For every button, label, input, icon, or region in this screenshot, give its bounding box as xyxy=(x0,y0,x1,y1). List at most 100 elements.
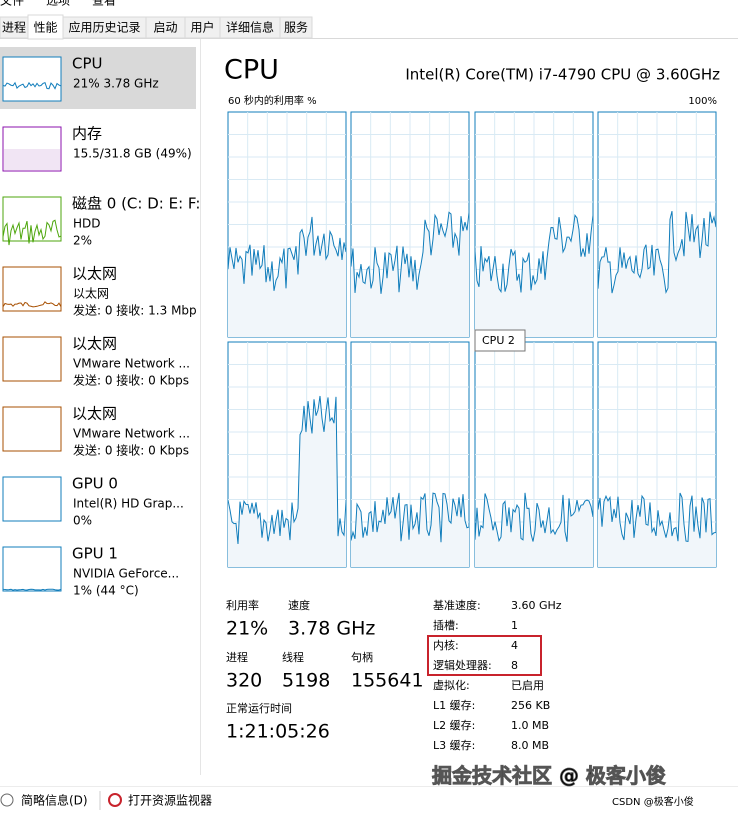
sidebar-detail[interactable]: 2% xyxy=(73,234,92,248)
detail-label: 基准速度: xyxy=(433,598,481,612)
sidebar-detail[interactable]: VMware Network ... xyxy=(73,427,190,441)
stat-value: 3.78 GHz xyxy=(288,618,375,640)
highlight-box xyxy=(427,635,542,676)
sidebar-detail[interactable]: 发送: 0 接收: 0 Kbps xyxy=(73,443,189,458)
thumbnail[interactable] xyxy=(2,266,62,312)
thumbnail-line xyxy=(2,301,62,308)
cpu-graph-line xyxy=(227,395,347,544)
tab-label[interactable]: 应用历史记录 xyxy=(68,20,140,35)
menu-item[interactable]: 文件 xyxy=(0,0,24,8)
tab-label[interactable]: 性能 xyxy=(33,21,57,35)
detail-label: L3 缓存: xyxy=(433,738,475,752)
sidebar-name[interactable]: 磁盘 0 (C: D: E: F: xyxy=(72,195,200,213)
thumbnail-line xyxy=(2,588,62,591)
less-icon[interactable] xyxy=(0,793,14,807)
detail-value: 8.0 MB xyxy=(511,739,549,752)
detail-value: 8 xyxy=(511,659,518,672)
sidebar-detail[interactable]: Intel(R) HD Grap... xyxy=(73,497,184,511)
stat-value: 1:21:05:26 xyxy=(226,721,330,743)
stat-label: 线程 xyxy=(282,650,304,664)
sidebar-detail[interactable]: VMware Network ... xyxy=(73,357,190,371)
stat-value: 155641 xyxy=(351,670,424,692)
detail-label: L2 缓存: xyxy=(433,718,475,732)
sidebar-name[interactable]: CPU xyxy=(72,55,103,73)
detail-value: 已启用 xyxy=(511,679,544,692)
detail-value: 4 xyxy=(511,639,518,652)
graph-max: 100% xyxy=(688,96,717,107)
thumbnail[interactable] xyxy=(2,406,62,452)
cpu-graph-area xyxy=(598,493,716,567)
sidebar-detail[interactable]: 1% (44 °C) xyxy=(73,584,139,598)
cpu-graph-area xyxy=(475,215,593,337)
cpu-model: Intel(R) Core(TM) i7-4790 CPU @ 3.60GHz xyxy=(405,66,720,84)
tooltip xyxy=(474,329,526,352)
detail-value: 1 xyxy=(511,619,518,632)
sidebar-detail[interactable]: 发送: 0 接收: 1.3 Mbp xyxy=(73,303,197,318)
detail-value: 1.0 MB xyxy=(511,719,549,732)
graph-label: 60 秒内的利用率 % xyxy=(228,94,317,107)
sidebar-name[interactable]: 以太网 xyxy=(72,335,117,353)
sidebar-detail[interactable]: 0% xyxy=(73,514,92,528)
stat-label: 利用率 xyxy=(226,598,259,612)
cpu-graph-line xyxy=(474,492,594,543)
cpu-graph-area xyxy=(598,211,716,337)
sidebar-name[interactable]: 以太网 xyxy=(72,405,117,423)
tab-label[interactable]: 详细信息 xyxy=(226,20,274,35)
stat-label: 句柄 xyxy=(351,651,373,664)
cpu-graph-line xyxy=(350,492,470,543)
tab-label[interactable]: 启动 xyxy=(153,21,177,35)
cpu-graph-area xyxy=(351,212,469,337)
thumbnail-fill xyxy=(4,149,60,170)
sidebar-detail[interactable]: HDD xyxy=(73,217,101,231)
sidebar-name[interactable]: 内存 xyxy=(72,125,102,143)
sidebar-detail[interactable]: 15.5/31.8 GB (49%) xyxy=(73,147,192,161)
tab-label[interactable]: 进程 xyxy=(2,20,26,35)
thumbnail[interactable] xyxy=(2,546,62,592)
sidebar-detail[interactable]: 发送: 0 接收: 0 Kbps xyxy=(73,373,189,388)
detail-value: 256 KB xyxy=(511,699,550,712)
sidebar-name[interactable]: GPU 1 xyxy=(72,545,118,563)
sidebar-detail[interactable]: NVIDIA GeForce... xyxy=(73,567,179,581)
thumbnail[interactable] xyxy=(2,56,62,102)
thumbnail[interactable] xyxy=(2,336,62,382)
detail-label: 逻辑处理器: xyxy=(433,658,492,672)
detail-label: L1 缓存: xyxy=(433,698,475,712)
thumbnail[interactable] xyxy=(2,476,62,522)
cpu-graph-line xyxy=(474,214,594,294)
thumbnail-line xyxy=(2,81,62,90)
tab-label[interactable]: 服务 xyxy=(284,20,308,35)
tab-label[interactable]: 用户 xyxy=(190,20,214,35)
cpu-graph-line xyxy=(597,492,717,543)
detail-value: 3.60 GHz xyxy=(511,599,562,612)
cpu-graph-line xyxy=(350,211,470,294)
detail-label: 虚拟化: xyxy=(433,678,470,692)
menu-item[interactable]: 选项 xyxy=(46,0,70,8)
tab[interactable] xyxy=(279,16,313,39)
watermark: 掘金技术社区 @ 极客小俊 xyxy=(432,764,666,788)
stat-label: 正常运行时间 xyxy=(226,702,292,715)
sidebar-detail[interactable]: 21% 3.78 GHz xyxy=(73,77,159,91)
tooltip-text: CPU 2 xyxy=(482,334,515,347)
thumbnail-line xyxy=(2,219,62,246)
sidebar-name[interactable]: 以太网 xyxy=(72,265,117,283)
stat-label: 进程 xyxy=(226,651,248,664)
stat-value: 5198 xyxy=(282,670,330,692)
detail-label: 插槽: xyxy=(433,618,459,632)
sidebar-detail[interactable]: 以太网 xyxy=(73,286,109,301)
cpu-title: CPU xyxy=(224,55,279,86)
less-details[interactable]: 简略信息(D) xyxy=(21,793,88,808)
cpu-graph-line xyxy=(227,216,347,291)
stat-label: 速度 xyxy=(288,598,310,612)
open-monitor[interactable]: 打开资源监视器 xyxy=(128,793,212,808)
monitor-icon[interactable] xyxy=(108,793,122,807)
stat-value: 320 xyxy=(226,670,262,692)
sidebar-name[interactable]: GPU 0 xyxy=(72,475,118,493)
menu-item[interactable]: 查看 xyxy=(92,0,116,8)
detail-label: 内核: xyxy=(433,638,459,652)
cpu-graph-line xyxy=(597,211,717,295)
cpu-graph-area xyxy=(228,396,346,567)
watermark-sub: CSDN @极客小俊 xyxy=(612,795,694,808)
stat-value: 21% xyxy=(226,618,268,640)
